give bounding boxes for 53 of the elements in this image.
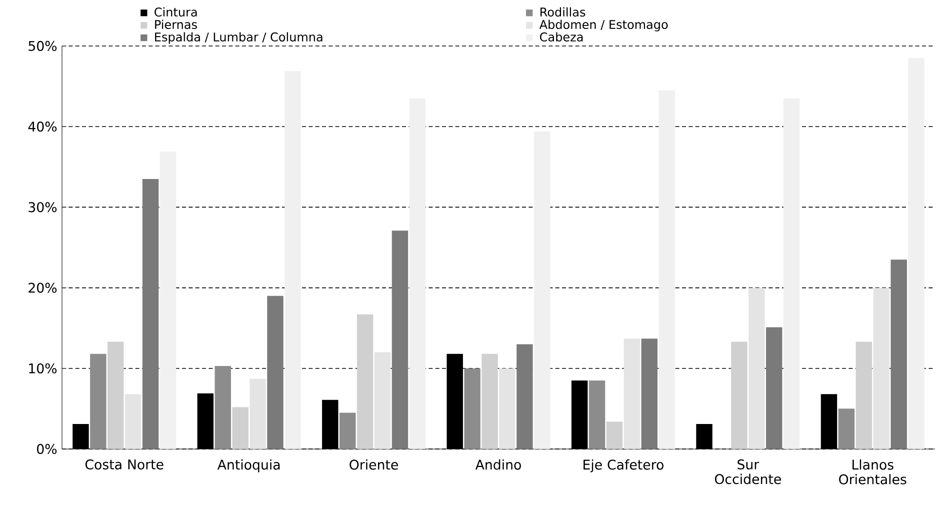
legend-label: Cintura [154, 7, 197, 17]
bar [856, 342, 872, 449]
x-tick-label: Llanos Orientales [839, 459, 906, 484]
bar [908, 58, 924, 449]
bar [482, 354, 498, 449]
bar [214, 366, 231, 449]
bar [890, 260, 907, 449]
bar [267, 296, 284, 449]
bar [356, 314, 374, 449]
bar [124, 394, 142, 449]
bar [658, 90, 675, 449]
y-tick-label: 30% [28, 202, 57, 212]
y-tick-label: 0% [37, 444, 57, 454]
bar [160, 152, 176, 449]
bar [90, 354, 106, 449]
y-tick-label: 40% [28, 122, 57, 132]
y-tick-label: 20% [28, 282, 57, 293]
bar [516, 344, 533, 449]
bar [339, 412, 356, 449]
y-tick-label: 50% [28, 40, 57, 52]
bar [783, 98, 800, 449]
bar [873, 288, 890, 449]
bar [641, 338, 658, 449]
bar [142, 178, 159, 449]
legend-label: Espalda / Lumbar / Columna [155, 32, 322, 44]
x-tick-label: Eje Cafetero [584, 459, 664, 472]
bar [624, 338, 640, 449]
bar [534, 131, 550, 449]
x-tick-label: Andino [475, 459, 521, 470]
legend-label: Rodillas [540, 7, 586, 17]
bar [108, 342, 124, 449]
legend-label: Cabeza [540, 32, 583, 42]
bar [409, 98, 426, 449]
bar [731, 342, 748, 449]
bar [588, 380, 606, 449]
bar [374, 352, 391, 449]
bar [232, 407, 248, 449]
legend-label: Piernas [155, 20, 197, 30]
bar [748, 288, 765, 449]
bar [766, 327, 782, 449]
x-tick-label: Antioquia [217, 459, 280, 472]
legend-label: Abdomen / Estomago [539, 20, 668, 32]
x-tick-label: Costa Norte [85, 459, 164, 470]
x-tick-label: Sur Occidente [714, 459, 781, 484]
x-tick-label: Oriente [350, 459, 398, 470]
bar [606, 422, 623, 449]
bar [499, 368, 516, 449]
bar [284, 70, 301, 449]
bar [250, 378, 266, 449]
bar [838, 408, 855, 449]
bar [392, 230, 408, 449]
bar [464, 368, 480, 449]
y-tick-label: 10% [29, 363, 57, 374]
